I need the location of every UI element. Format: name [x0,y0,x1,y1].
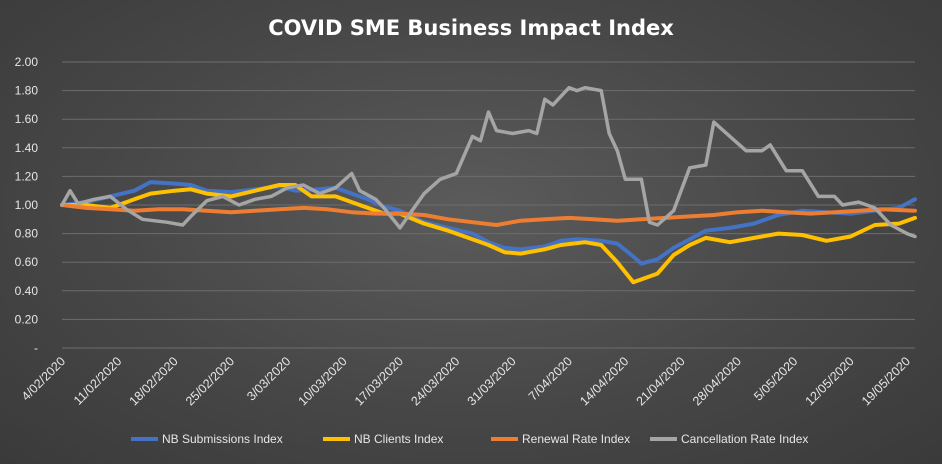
y-tick-label: 0.80 [15,227,39,241]
y-tick-label: - [34,341,38,355]
legend-item: Renewal Rate Index [491,432,630,446]
y-tick-label: 0.20 [15,312,39,326]
x-tick-label: 10/03/2020 [296,354,350,408]
legend-label: NB Clients Index [354,432,443,446]
x-tick-label: 21/04/2020 [634,354,688,408]
legend-item: NB Clients Index [323,432,443,446]
y-tick-label: 1.40 [15,141,39,155]
x-tick-label: 5/05/2020 [751,354,800,403]
series-line-2 [60,183,917,285]
y-tick-label: 1.00 [15,198,39,212]
x-tick-label: 3/03/2020 [244,354,293,403]
x-axis-ticks: 4/02/2020 11/02/2020 18/02/2020 25/02/2020 3… [19,354,913,408]
series-line-4 [60,85,917,239]
chart-title: COVID SME Business Impact Index [268,16,674,40]
x-tick-label: 14/04/2020 [577,354,631,408]
x-tick-label: 31/03/2020 [465,354,519,408]
x-tick-label: 25/02/2020 [183,354,237,408]
y-tick-label: 0.60 [15,255,39,269]
y-tick-label: 1.60 [15,112,39,126]
y-tick-label: 0.40 [15,284,39,298]
x-tick-label: 7/04/2020 [526,354,575,403]
x-tick-label: 17/03/2020 [352,354,406,408]
gridlines [62,61,915,349]
x-tick-label: 12/05/2020 [803,354,857,408]
series-line-3 [60,203,917,227]
x-tick-label: 11/02/2020 [71,354,125,408]
legend-label: Renewal Rate Index [522,432,630,446]
legend-label: NB Submissions Index [162,432,283,446]
x-tick-label: 4/02/2020 [19,354,68,403]
x-tick-label: 28/04/2020 [690,354,744,408]
x-tick-label: 18/02/2020 [127,354,181,408]
legend-label: Cancellation Rate Index [681,432,808,446]
y-tick-label: 1.80 [15,84,39,98]
legend-item: Cancellation Rate Index [650,432,808,446]
legend-item: NB Submissions Index [131,432,283,446]
y-tick-label: 2.00 [15,55,39,69]
y-axis-ticks: 2.00 1.80 1.60 1.40 1.20 1.00 0.80 0.60 0.40 0.20… [15,55,39,355]
series-lines [60,85,917,285]
x-tick-label: 24/03/2020 [408,354,462,408]
y-tick-label: 1.20 [15,169,39,183]
legend: NB Submissions Index NB Clients Index Rene… [131,432,808,446]
series-line-1 [60,180,917,266]
x-tick-label: 19/05/2020 [859,354,913,408]
